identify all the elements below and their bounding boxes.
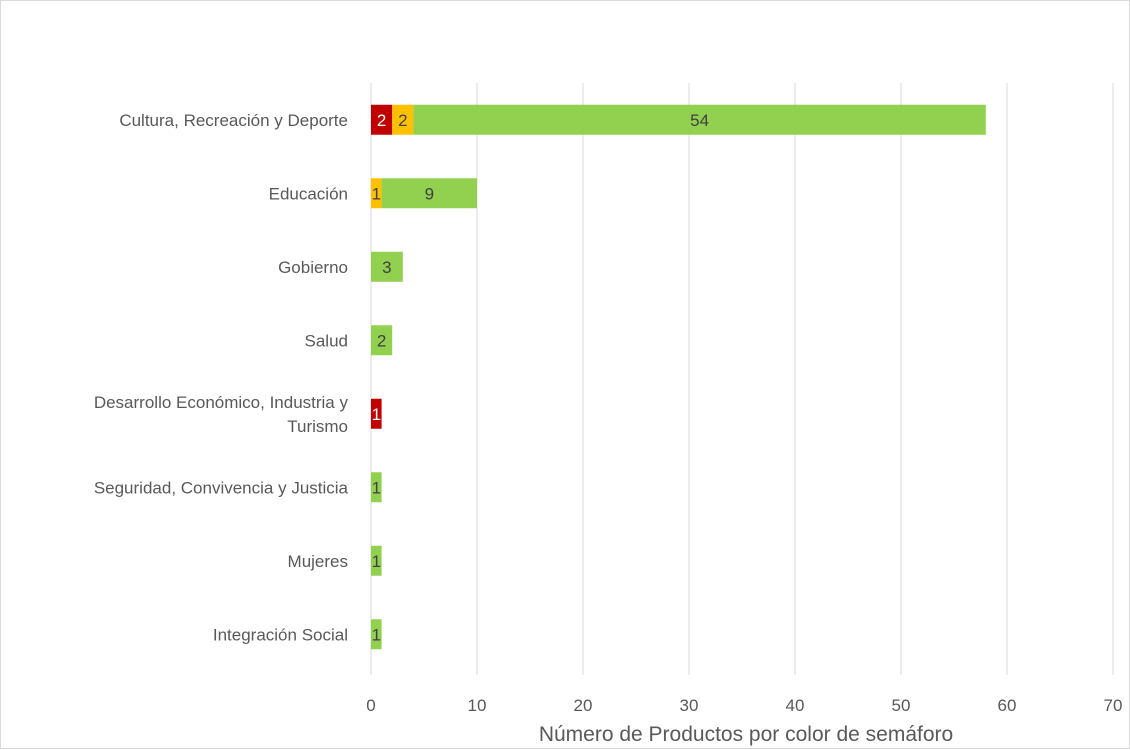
category-label: Mujeres [288,552,348,571]
bar-segment [371,472,382,503]
data-label: 2 [377,331,386,350]
bar-segment [371,619,382,650]
data-label: 3 [382,258,391,277]
x-axis-ticks: 0 10 20 30 40 50 60 70 [366,696,1122,715]
bar-segment [381,178,477,209]
category-label: Desarrollo Económico, Industria y Turismo [94,393,349,436]
data-label: 54 [690,111,709,130]
category-labels: Cultura, Recreación y Deporte Educación Go… [94,111,349,645]
x-tick-label: 30 [680,696,699,715]
data-label: 1 [372,552,381,571]
category-label: Integración Social [213,625,348,644]
x-tick-label: 70 [1104,696,1123,715]
data-label: 2 [377,111,386,130]
x-tick-label: 0 [366,696,375,715]
gridlines [370,83,1114,675]
data-label: 1 [372,405,381,424]
x-tick-label: 20 [574,696,593,715]
data-label: 1 [372,478,381,497]
category-label: Educación [269,184,348,203]
data-label: 1 [372,184,381,203]
bar-segment [371,398,382,429]
bars [371,104,986,650]
bar-segment [371,325,393,356]
bar-segment [371,545,382,576]
data-label: 2 [398,111,407,130]
data-label: 1 [372,625,381,644]
bar-segment [371,178,382,209]
data-label: 9 [425,184,434,203]
bar-segment [392,104,414,135]
bar-segment [413,104,986,135]
category-label: Cultura, Recreación y Deporte [119,111,348,130]
category-label: Seguridad, Convivencia y Justicia [94,478,349,497]
x-tick-label: 60 [998,696,1017,715]
category-label: Gobierno [278,258,348,277]
x-axis-title: Número de Productos por color de semáfor… [539,723,953,746]
bar-segment [371,251,403,282]
x-tick-label: 50 [892,696,911,715]
bar-segment [371,104,393,135]
x-tick-label: 10 [468,696,487,715]
category-label: Salud [305,331,348,350]
x-tick-label: 40 [786,696,805,715]
